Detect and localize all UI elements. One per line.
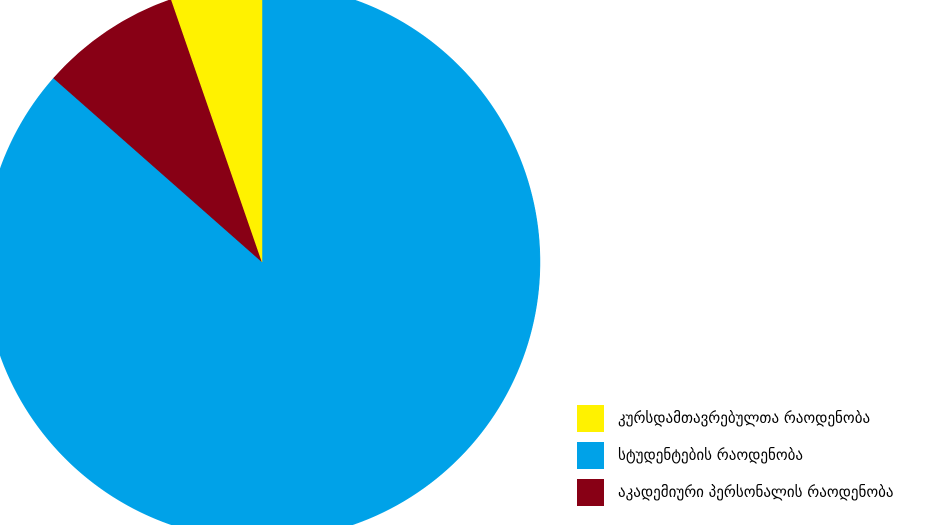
legend-item-students: სტუდენტების რაოდენობა: [577, 441, 942, 469]
legend-swatch-graduates: [577, 405, 604, 432]
legend-label-students: სტუდენტების რაოდენობა: [618, 446, 803, 464]
legend-swatch-academic-staff: [577, 479, 604, 506]
legend-label-academic-staff: აკადემიური პერსონალის რაოდენობა: [618, 483, 894, 501]
legend-item-academic-staff: აკადემიური პერსონალის რაოდენობა: [577, 478, 942, 506]
legend-item-graduates: კურსდამთავრებულთა რაოდენობა: [577, 404, 942, 432]
chart-legend: კურსდამთავრებულთა რაოდენობა სტუდენტების …: [577, 404, 942, 515]
legend-label-graduates: კურსდამთავრებულთა რაოდენობა: [618, 409, 870, 427]
legend-swatch-students: [577, 442, 604, 469]
